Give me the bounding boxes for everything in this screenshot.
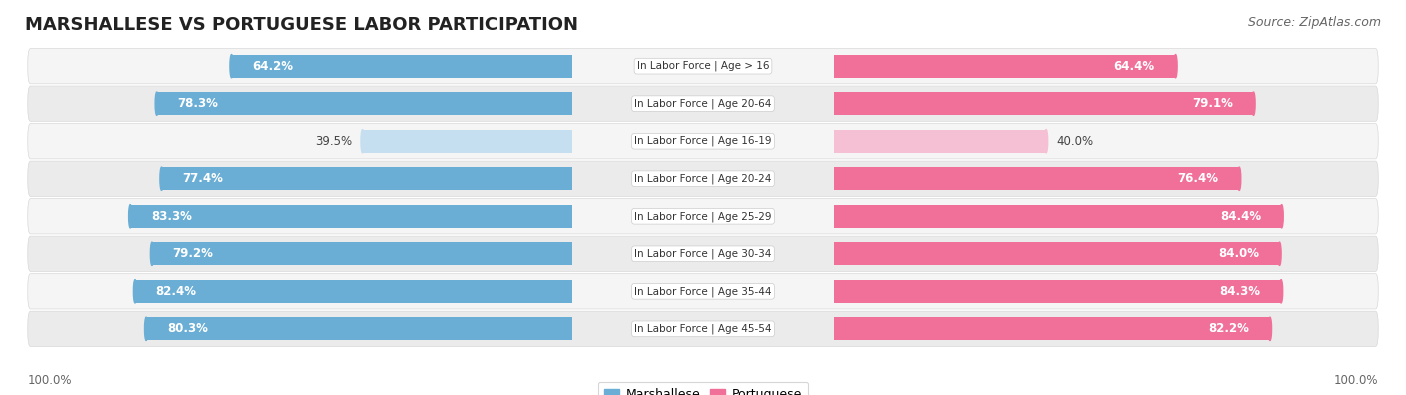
Ellipse shape [361, 130, 364, 153]
Ellipse shape [1278, 242, 1281, 265]
Bar [232, 55, 572, 78]
Ellipse shape [1237, 167, 1240, 190]
Bar [834, 242, 1279, 265]
Text: 80.3%: 80.3% [167, 322, 208, 335]
FancyBboxPatch shape [28, 49, 1378, 84]
Bar [152, 242, 572, 265]
FancyBboxPatch shape [28, 236, 1378, 271]
Text: MARSHALLESE VS PORTUGUESE LABOR PARTICIPATION: MARSHALLESE VS PORTUGUESE LABOR PARTICIP… [25, 16, 578, 34]
Text: 82.2%: 82.2% [1208, 322, 1250, 335]
Bar [834, 55, 1175, 78]
Text: 82.4%: 82.4% [156, 285, 197, 298]
Ellipse shape [150, 242, 153, 265]
Ellipse shape [1279, 205, 1284, 228]
Text: 100.0%: 100.0% [28, 374, 72, 387]
Text: 78.3%: 78.3% [177, 97, 218, 110]
Text: 64.4%: 64.4% [1114, 60, 1154, 73]
Ellipse shape [1174, 55, 1177, 78]
Ellipse shape [145, 317, 148, 340]
Ellipse shape [1268, 317, 1271, 340]
Text: 79.2%: 79.2% [173, 247, 214, 260]
Bar [834, 205, 1282, 228]
Text: In Labor Force | Age 20-24: In Labor Force | Age 20-24 [634, 173, 772, 184]
Bar [363, 130, 572, 153]
Text: 40.0%: 40.0% [1056, 135, 1094, 148]
Text: 79.1%: 79.1% [1192, 97, 1233, 110]
Bar [834, 317, 1270, 340]
Text: 77.4%: 77.4% [183, 172, 224, 185]
FancyBboxPatch shape [28, 124, 1378, 159]
Text: 83.3%: 83.3% [150, 210, 191, 223]
Text: In Labor Force | Age 35-44: In Labor Force | Age 35-44 [634, 286, 772, 297]
Ellipse shape [231, 55, 233, 78]
Legend: Marshallese, Portuguese: Marshallese, Portuguese [598, 382, 808, 395]
FancyBboxPatch shape [28, 311, 1378, 346]
Text: In Labor Force | Age 20-64: In Labor Force | Age 20-64 [634, 98, 772, 109]
Text: 84.3%: 84.3% [1219, 285, 1260, 298]
FancyBboxPatch shape [28, 274, 1378, 309]
Text: In Labor Force | Age 30-34: In Labor Force | Age 30-34 [634, 248, 772, 259]
Text: 100.0%: 100.0% [1334, 374, 1378, 387]
Text: In Labor Force | Age 45-54: In Labor Force | Age 45-54 [634, 324, 772, 334]
Text: In Labor Force | Age 25-29: In Labor Force | Age 25-29 [634, 211, 772, 222]
Ellipse shape [155, 92, 159, 115]
Text: In Labor Force | Age > 16: In Labor Force | Age > 16 [637, 61, 769, 71]
Ellipse shape [1251, 92, 1256, 115]
Bar [156, 92, 572, 115]
Text: 76.4%: 76.4% [1177, 172, 1219, 185]
Bar [146, 317, 572, 340]
Bar [131, 205, 572, 228]
Bar [834, 92, 1254, 115]
Ellipse shape [128, 205, 132, 228]
Text: In Labor Force | Age 16-19: In Labor Force | Age 16-19 [634, 136, 772, 147]
Bar [135, 280, 572, 303]
Bar [162, 167, 572, 190]
Text: Source: ZipAtlas.com: Source: ZipAtlas.com [1247, 16, 1381, 29]
Ellipse shape [134, 280, 136, 303]
FancyBboxPatch shape [28, 86, 1378, 121]
Text: 84.0%: 84.0% [1218, 247, 1258, 260]
FancyBboxPatch shape [28, 161, 1378, 196]
Bar [834, 280, 1281, 303]
Ellipse shape [1279, 280, 1282, 303]
FancyBboxPatch shape [28, 199, 1378, 234]
Text: 64.2%: 64.2% [252, 60, 294, 73]
Bar [834, 167, 1239, 190]
Text: 84.4%: 84.4% [1220, 210, 1261, 223]
Text: 39.5%: 39.5% [315, 135, 353, 148]
Bar [834, 130, 1046, 153]
Ellipse shape [1045, 130, 1047, 153]
Ellipse shape [160, 167, 163, 190]
